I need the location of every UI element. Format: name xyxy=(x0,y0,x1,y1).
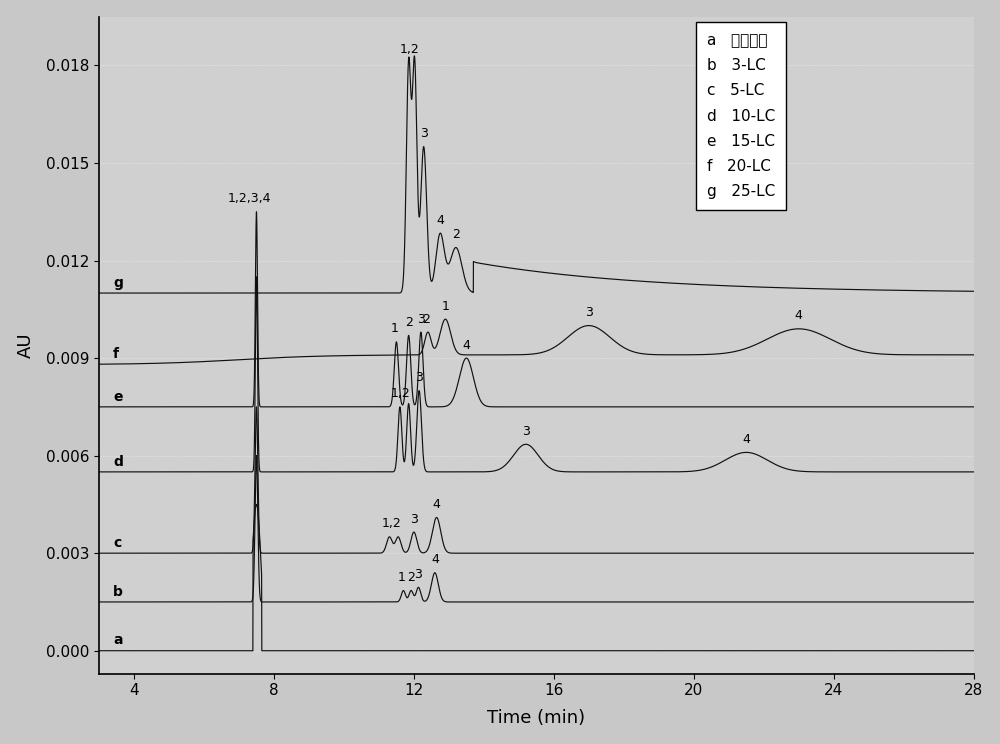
Text: 1,2: 1,2 xyxy=(381,517,401,530)
Text: 1: 1 xyxy=(398,571,406,584)
Text: 3: 3 xyxy=(420,127,428,140)
Text: 1,2: 1,2 xyxy=(400,42,420,56)
Text: 3: 3 xyxy=(415,371,423,384)
Text: 1,2,3,4: 1,2,3,4 xyxy=(228,192,271,205)
Text: a: a xyxy=(113,633,122,647)
Text: 3: 3 xyxy=(585,306,593,319)
Text: d: d xyxy=(113,455,123,469)
Text: 4: 4 xyxy=(433,498,441,511)
Text: 4: 4 xyxy=(436,214,444,227)
Text: a   裸毛细管
b   3-LC
c   5-LC
d   10-LC
e   15-LC
f   20-LC
g   25-LC: a 裸毛细管 b 3-LC c 5-LC d 10-LC e 15-LC f 2… xyxy=(707,33,775,199)
Text: 4: 4 xyxy=(795,310,803,322)
X-axis label: Time (min): Time (min) xyxy=(487,709,585,728)
Text: 4: 4 xyxy=(462,339,470,352)
Text: 3: 3 xyxy=(417,312,425,326)
Text: 2: 2 xyxy=(405,315,413,329)
Text: 3: 3 xyxy=(522,425,530,437)
Text: 3: 3 xyxy=(415,568,422,581)
Text: f: f xyxy=(113,347,119,362)
Y-axis label: AU: AU xyxy=(17,333,35,358)
Text: g: g xyxy=(113,276,123,290)
Text: 2: 2 xyxy=(452,228,460,241)
Text: 3: 3 xyxy=(410,513,418,525)
Text: e: e xyxy=(113,390,122,403)
Text: 4: 4 xyxy=(742,433,750,446)
Text: 2: 2 xyxy=(422,312,430,326)
Text: c: c xyxy=(113,536,121,550)
Text: 1: 1 xyxy=(441,300,449,312)
Text: 1: 1 xyxy=(391,322,399,336)
Text: 1,2: 1,2 xyxy=(391,388,411,400)
Text: b: b xyxy=(113,585,123,599)
Text: 4: 4 xyxy=(431,554,439,566)
Text: 2: 2 xyxy=(407,571,415,584)
